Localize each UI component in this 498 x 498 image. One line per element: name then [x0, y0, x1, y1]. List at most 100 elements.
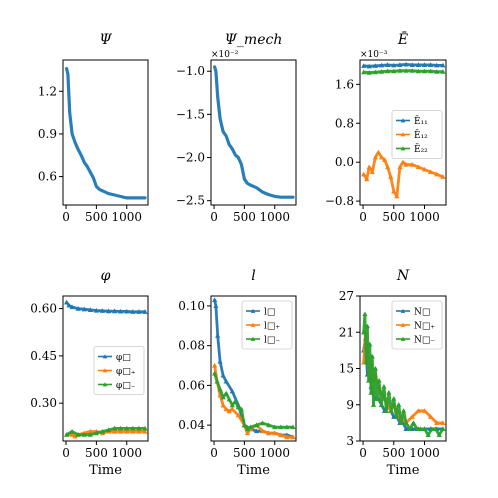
data-point — [284, 424, 290, 430]
data-point — [223, 378, 229, 384]
data-point — [388, 408, 394, 413]
y-tick-label: 0.8 — [335, 116, 354, 130]
y-tick-label: 0.0 — [335, 155, 354, 169]
data-point — [75, 306, 81, 311]
data-point — [361, 63, 367, 68]
data-point — [361, 171, 367, 177]
data-point — [409, 162, 415, 167]
y-tick-label: 0.04 — [178, 418, 205, 432]
data-point — [440, 174, 446, 179]
x-tick-label: 1000 — [111, 446, 142, 460]
x-tick-label: 500 — [233, 210, 256, 224]
data-point — [440, 420, 446, 425]
data-point — [69, 304, 75, 310]
plot-area — [65, 66, 147, 200]
data-point — [244, 430, 251, 436]
data-point — [378, 402, 385, 407]
legend-label: Ē₁₂ — [414, 129, 428, 141]
x-tick-label: 0 — [359, 210, 367, 224]
data-point — [118, 428, 124, 434]
axis-exponent: ×10⁻² — [211, 50, 239, 60]
legend-box — [391, 300, 443, 350]
y-tick-label: 9 — [346, 398, 354, 412]
data-point — [118, 425, 124, 431]
x-tick-label: 0 — [62, 210, 70, 224]
legend: N□ N□₊ N□₋ — [391, 300, 443, 350]
data-point — [391, 396, 397, 401]
data-point — [385, 68, 391, 74]
chart-title: Ē — [397, 30, 408, 48]
chart-panel-6: N 0 500 1000 3 9 15 21 27 Time N□ N□₊ N□₋ — [339, 268, 447, 478]
data-point — [403, 162, 409, 167]
data-point — [398, 420, 404, 425]
data-point — [364, 176, 370, 182]
chart-title: Ψ_mech — [225, 32, 283, 48]
data-point — [253, 422, 260, 428]
legend-label: Ē₁₁ — [414, 115, 428, 127]
data-point — [429, 426, 435, 431]
data-point — [260, 420, 266, 426]
data-point — [428, 68, 434, 74]
axis-exponent: ×10⁻³ — [360, 50, 388, 60]
data-point — [432, 426, 439, 431]
data-point — [361, 69, 367, 75]
axes-frame — [359, 59, 447, 206]
data-point — [284, 434, 290, 440]
data-point — [409, 414, 415, 419]
data-point — [130, 425, 136, 431]
data-point — [142, 425, 148, 431]
data-point — [415, 68, 421, 74]
legend-marker — [400, 336, 406, 341]
x-tick-label: 500 — [382, 210, 405, 224]
chart-panel-4: φ 0 500 1000 0.30 0.45 0.60 Time φ□ φ□₊ φ□₋ — [30, 268, 149, 478]
data-point — [440, 69, 446, 74]
data-point — [244, 426, 251, 432]
data-point — [421, 426, 428, 431]
data-point — [266, 430, 272, 436]
data-point — [226, 396, 232, 402]
data-point — [397, 62, 403, 67]
data-point — [238, 406, 244, 412]
plot-area — [212, 297, 296, 440]
axes-frame — [62, 295, 149, 442]
chart-panel-5: l 0 500 1000 0.04 0.06 0.08 0.10 Time l□ l□₊ l□₋ — [178, 268, 297, 478]
data-point — [142, 428, 148, 434]
chart-panel-3: Ē ×10⁻³ 0 500 1000 −0.8 0.0 0.8 1.6 Ē₁₁ Ē₁₂ Ē₂₂ — [325, 30, 447, 224]
data-point — [220, 394, 226, 400]
legend-marker — [250, 322, 256, 327]
legend-label: φ□₊ — [116, 367, 136, 377]
legend-marker — [250, 308, 256, 313]
y-tick-label: 0.45 — [30, 349, 57, 363]
legend-box — [93, 346, 145, 395]
legend-box — [241, 300, 293, 350]
data-point — [87, 432, 93, 437]
data-point — [223, 406, 229, 412]
data-point — [272, 424, 278, 430]
data-point — [434, 69, 440, 74]
data-point — [421, 62, 428, 67]
data-point — [226, 408, 232, 414]
data-point — [220, 372, 226, 378]
data-point — [220, 402, 226, 408]
data-point — [440, 426, 446, 431]
legend-marker — [400, 146, 406, 151]
legend-label: Ē₂₂ — [414, 143, 428, 155]
data-point — [212, 370, 218, 376]
legend: l□ l□₊ l□₋ — [241, 300, 293, 350]
data-point — [87, 428, 93, 434]
data-point — [229, 406, 235, 412]
legend-label: φ□₋ — [116, 381, 136, 391]
data-point — [290, 424, 296, 430]
data-point — [368, 390, 374, 395]
data-point — [215, 333, 221, 338]
data-point — [418, 426, 424, 431]
data-point — [428, 414, 434, 419]
data-point — [440, 62, 446, 68]
data-point — [229, 402, 235, 408]
x-tick-label: 1000 — [259, 210, 290, 224]
data-point — [381, 157, 388, 162]
chart-panel-1: Ψ 0 500 1000 0.6 0.9 1.2 — [38, 32, 149, 224]
data-point — [64, 299, 70, 305]
data-point — [369, 353, 375, 359]
